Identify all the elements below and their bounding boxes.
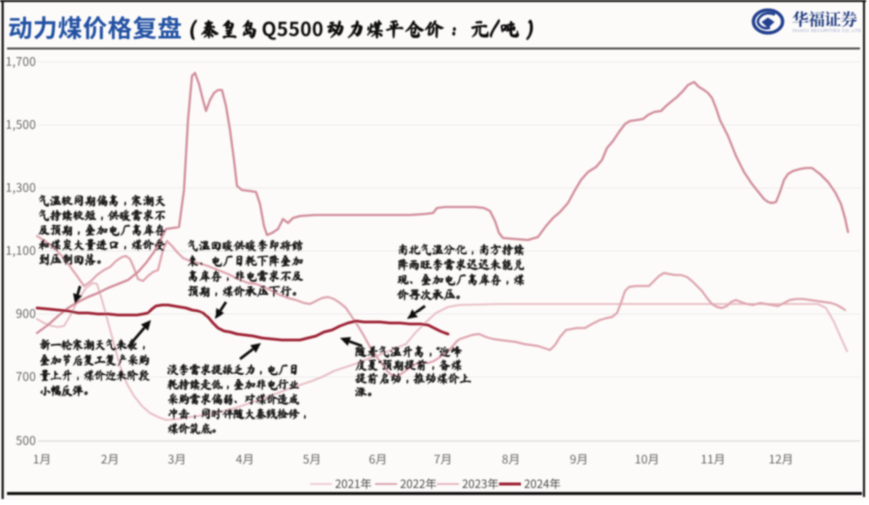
svg-text:HUAFU SECURITIES CO.,LTD: HUAFU SECURITIES CO.,LTD [793, 28, 862, 33]
